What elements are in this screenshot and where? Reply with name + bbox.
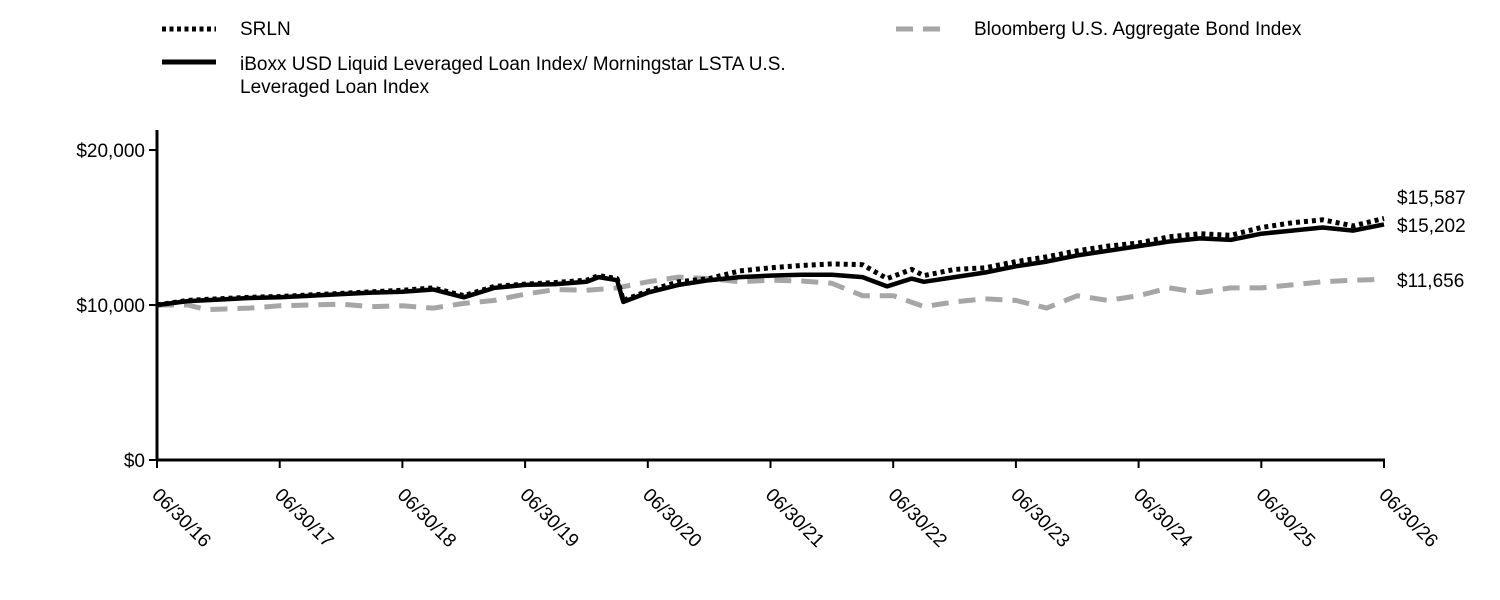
series-line-srln bbox=[156, 215, 1385, 308]
x-tick-label: 06/30/16 bbox=[147, 485, 214, 552]
x-tick-label: 06/30/20 bbox=[638, 485, 705, 552]
legend-label-agg: Bloomberg U.S. Aggregate Bond Index bbox=[974, 19, 1302, 40]
x-tick-label: 06/30/17 bbox=[270, 485, 337, 552]
x-tick-label: 06/30/25 bbox=[1252, 485, 1319, 552]
y-tick-label: $0 bbox=[124, 451, 145, 472]
series-layer bbox=[156, 215, 1385, 313]
y-tick-label: $20,000 bbox=[76, 141, 145, 162]
x-tick-label: 06/30/24 bbox=[1129, 485, 1196, 552]
end-labels: $15,587 $15,202 $11,656 bbox=[1397, 188, 1466, 292]
x-tick-label: 06/30/19 bbox=[516, 485, 583, 552]
x-tick-label: 06/30/23 bbox=[1006, 485, 1073, 552]
legend: SRLN iBoxx USD Liquid Leveraged Loan Ind… bbox=[162, 19, 1302, 98]
x-tick-label: 06/30/26 bbox=[1374, 485, 1441, 552]
x-tick-label: 06/30/22 bbox=[884, 485, 951, 552]
axes: $0 $10,000 $20,000 06/30/16 06/30/17 06/30/18… bbox=[76, 130, 1442, 552]
x-tick-label: 06/30/18 bbox=[393, 485, 460, 552]
x-tick-label: 06/30/21 bbox=[761, 485, 828, 552]
legend-label-benchmark: iBoxx USD Liquid Leveraged Loan Index/ M… bbox=[240, 54, 791, 98]
series-line-benchmark bbox=[156, 222, 1385, 308]
legend-label-srln: SRLN bbox=[240, 19, 291, 40]
series-line-agg bbox=[157, 274, 1385, 313]
end-value-label: $15,202 bbox=[1397, 216, 1466, 237]
end-value-label: $11,656 bbox=[1397, 271, 1464, 292]
y-tick-label: $10,000 bbox=[76, 296, 145, 317]
end-value-label: $15,587 bbox=[1397, 188, 1466, 209]
